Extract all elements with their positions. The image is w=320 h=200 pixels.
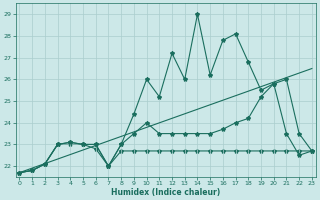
X-axis label: Humidex (Indice chaleur): Humidex (Indice chaleur) xyxy=(111,188,220,197)
